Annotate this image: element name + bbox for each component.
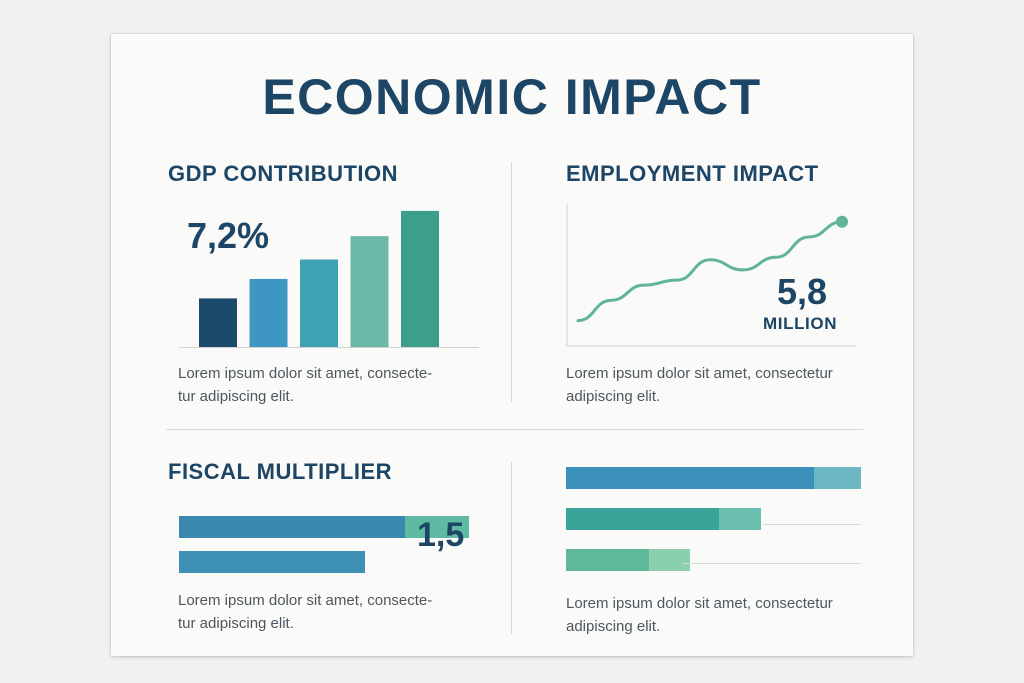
- gdp-bar-1: [199, 298, 237, 347]
- gdp-bar-5: [401, 210, 439, 347]
- panel-bar-2-segment-1: [566, 508, 720, 530]
- panel-bar-3: [566, 549, 690, 571]
- employment-value: 5,8: [777, 271, 828, 312]
- gdp-bar-3: [300, 259, 338, 347]
- gdp-value: 7,2%: [187, 215, 270, 256]
- employment-axes: [566, 204, 856, 347]
- panel-bar-2: [566, 508, 761, 530]
- fiscal-bar-2-segment-1: [179, 551, 365, 573]
- gdp-text-line2: tur adipiscing elit.: [178, 388, 294, 405]
- employment-text-line2: adipiscing elit.: [566, 388, 661, 405]
- fiscal-value: 1,5: [417, 516, 465, 554]
- employment-line: [576, 220, 844, 323]
- infographic-card: ECONOMIC IMPACT GDP CONTRIBUTION 7,2% Lo…: [111, 34, 913, 656]
- horizontal-divider: [166, 429, 863, 430]
- employment-text-line1: Lorem ipsum dolor sit amet, consectetur: [566, 365, 833, 382]
- fiscal-text-line2: tur adipiscing elit.: [178, 615, 294, 632]
- vertical-divider-top: [511, 162, 512, 402]
- panel-bar-3-segment-1: [566, 549, 649, 571]
- panel-text-line2: adipiscing elit.: [566, 618, 661, 635]
- panel-bar-3-segment-2: [648, 549, 690, 571]
- gdp-text-line1: Lorem ipsum dolor sit amet, consecte-: [178, 365, 433, 382]
- page-title: ECONOMIC IMPACT: [262, 69, 762, 125]
- gdp-bar-4: [350, 236, 389, 347]
- gdp-bar-chart: [179, 210, 479, 348]
- panel-bar-2-segment-2: [719, 508, 761, 530]
- fiscal-bar-2: [179, 551, 365, 573]
- fiscal-text-line1: Lorem ipsum dolor sit amet, consecte-: [178, 592, 433, 609]
- fiscal-bar-1: [179, 516, 469, 538]
- panel-bar-1-segment-1: [566, 467, 814, 489]
- fiscal-bar-1-segment-1: [179, 516, 406, 538]
- bar-guide-line-1: [763, 524, 861, 525]
- employment-unit: MILLION: [763, 314, 838, 333]
- panel-text-line1: Lorem ipsum dolor sit amet, consectetur: [566, 595, 833, 612]
- bar-guide-line-2: [683, 563, 861, 564]
- panel-bar-1-segment-2: [813, 467, 861, 489]
- panel-bar-1: [566, 467, 861, 489]
- employment-title: EMPLOYMENT IMPACT: [566, 161, 819, 186]
- gdp-title: GDP CONTRIBUTION: [168, 161, 399, 186]
- fiscal-bar-1-segment-2: [405, 516, 469, 538]
- gdp-bar-2: [249, 278, 288, 347]
- fiscal-title: FISCAL MULTIPLIER: [168, 459, 393, 484]
- vertical-divider-bottom: [511, 462, 512, 634]
- employment-end-marker: [836, 215, 848, 228]
- employment-line-chart: [566, 204, 856, 347]
